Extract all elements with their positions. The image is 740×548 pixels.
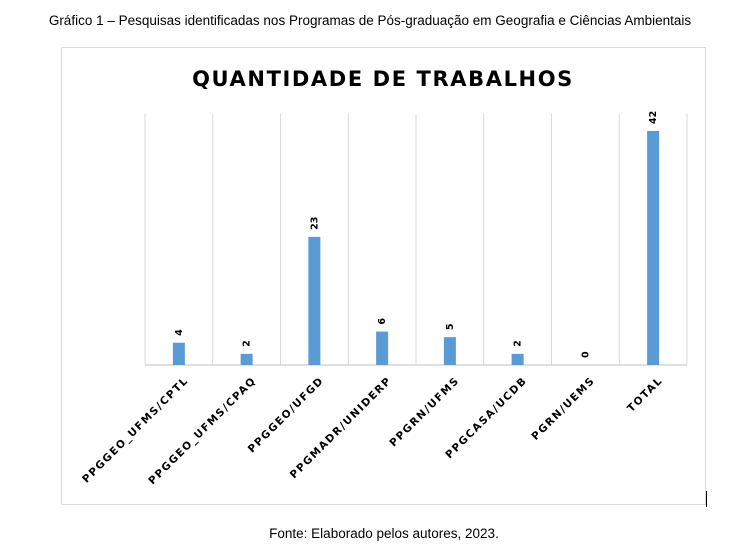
bar-2 bbox=[240, 353, 253, 365]
category-label-1: PPGGEO_UFMS/CPTL bbox=[80, 375, 191, 486]
chart-frame bbox=[61, 47, 706, 505]
category-label-2: PPGGEO_UFMS/CPAQ bbox=[146, 375, 258, 487]
value-label-1: 4 bbox=[174, 329, 185, 336]
category-label-7: PGRN/UEMS bbox=[529, 375, 597, 443]
text-cursor bbox=[706, 491, 707, 507]
value-label-3: 23 bbox=[309, 217, 320, 230]
value-label-5: 5 bbox=[445, 324, 456, 331]
bar-1 bbox=[172, 342, 185, 365]
figure-caption: Gráfico 1 – Pesquisas identificadas nos … bbox=[48, 13, 692, 28]
bar-8 bbox=[647, 131, 660, 365]
chart-category-labels: PPGGEO_UFMS/CPTLPPGGEO_UFMS/CPAQPPGGEO/U… bbox=[80, 375, 665, 487]
value-label-8: 42 bbox=[648, 111, 659, 124]
chart-gridlines bbox=[144, 114, 688, 366]
value-label-4: 6 bbox=[377, 318, 388, 325]
value-label-7: 0 bbox=[580, 351, 591, 358]
category-label-8: TOTAL bbox=[625, 375, 665, 415]
bar-3 bbox=[308, 236, 321, 365]
bar-4 bbox=[376, 331, 389, 365]
chart-title: QUANTIDADE DE TRABALHOS bbox=[192, 67, 574, 91]
value-label-2: 2 bbox=[242, 340, 253, 347]
category-label-5: PPGRN/UFMS bbox=[387, 375, 462, 450]
bar-6 bbox=[511, 353, 524, 365]
figure-source: Fonte: Elaborado pelos autores, 2023. bbox=[269, 526, 499, 541]
category-label-3: PPGGEO/UFGD bbox=[246, 375, 327, 456]
value-label-6: 2 bbox=[513, 340, 524, 347]
bar-5 bbox=[443, 337, 456, 365]
chart-bars bbox=[172, 131, 660, 365]
